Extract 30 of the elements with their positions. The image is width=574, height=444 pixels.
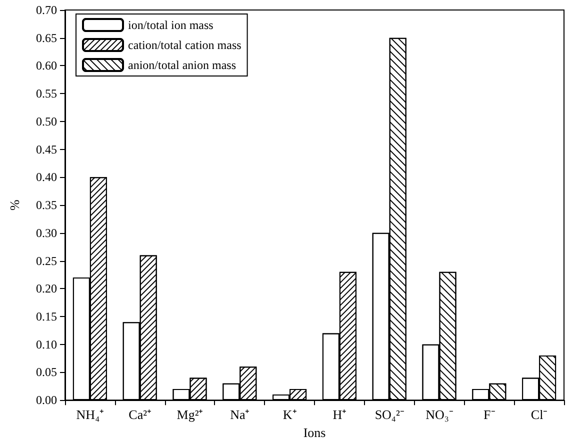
y-tick-label: 0.15 [36, 310, 57, 324]
legend-label: anion/total anion mass [128, 58, 236, 72]
y-tick-label: 0.50 [36, 114, 57, 128]
x-tick-label: SO₄²⁻ [374, 407, 404, 422]
y-tick-label: 0.40 [36, 170, 57, 184]
y-axis-title: % [7, 199, 22, 210]
x-tick-label: NH₄⁺ [76, 407, 104, 422]
x-tick-label: Cl⁻ [530, 407, 548, 422]
legend-label: ion/total ion mass [128, 18, 214, 32]
x-tick-label: NO₃⁻ [426, 407, 453, 422]
y-tick-label: 0.65 [36, 30, 57, 45]
x-tick-label: Mg²⁺ [176, 407, 203, 422]
y-tick-label: 0.55 [36, 86, 57, 101]
x-tick-label: K⁺ [282, 407, 296, 422]
legend-label: cation/total cation mass [128, 38, 242, 52]
y-tick-label: 0.70 [36, 3, 57, 17]
y-tick-label: 0.25 [36, 254, 57, 268]
y-tick-label: 0.00 [36, 393, 57, 408]
y-tick-label: 0.60 [36, 58, 57, 73]
y-tick-label: 0.05 [36, 365, 57, 380]
x-tick-label: Na⁺ [230, 407, 250, 422]
x-tick-label: H⁺ [332, 407, 346, 422]
x-tick-label: Ca²⁺ [128, 407, 152, 422]
y-tick-label: 0.20 [36, 282, 57, 296]
y-tick-label: 0.30 [36, 226, 57, 240]
x-tick-label: F⁻ [484, 407, 495, 422]
y-tick-label: 0.35 [36, 198, 57, 212]
y-tick-label: 0.45 [36, 142, 57, 156]
x-axis-title: Ions [303, 425, 326, 440]
y-tick-label: 0.10 [36, 337, 57, 352]
